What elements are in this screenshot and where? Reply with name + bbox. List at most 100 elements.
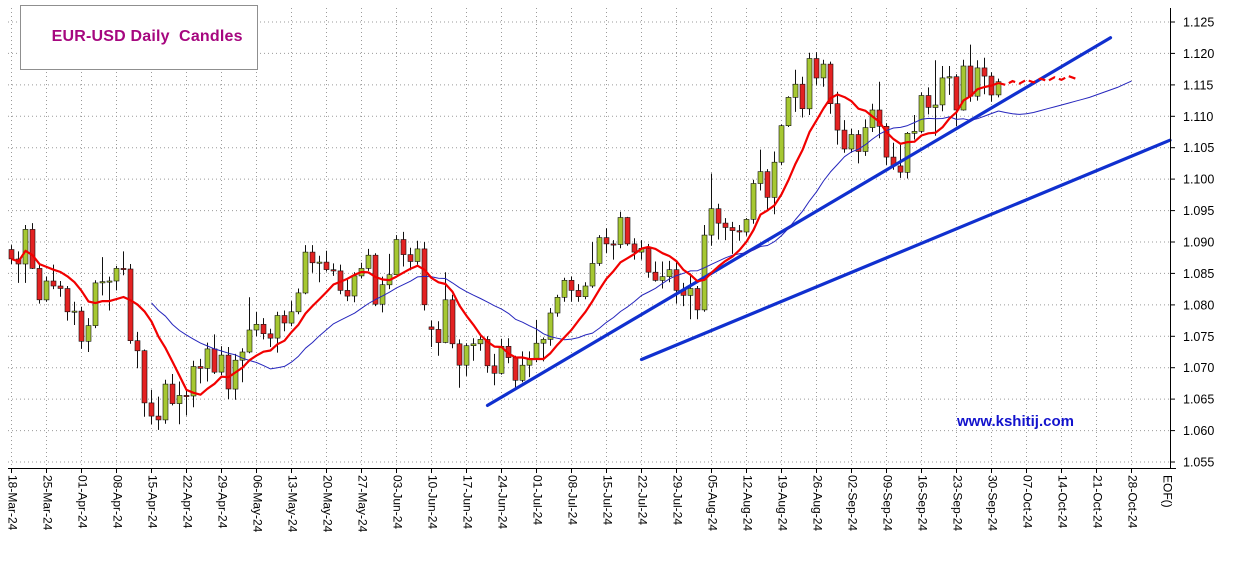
candle bbox=[561, 277, 568, 302]
candle bbox=[925, 87, 932, 115]
candle bbox=[225, 347, 232, 400]
svg-text:1.055: 1.055 bbox=[1183, 456, 1214, 470]
svg-text:23-Sep-24: 23-Sep-24 bbox=[951, 475, 965, 531]
candle bbox=[757, 149, 764, 191]
svg-text:1.110: 1.110 bbox=[1183, 110, 1213, 124]
candle bbox=[337, 264, 344, 295]
svg-text:06-May-24: 06-May-24 bbox=[251, 475, 265, 533]
candle bbox=[582, 282, 589, 300]
candle bbox=[162, 379, 169, 424]
candle bbox=[939, 66, 946, 112]
candle bbox=[799, 76, 806, 118]
candle bbox=[470, 338, 477, 361]
candle bbox=[785, 96, 792, 127]
candle bbox=[533, 319, 540, 363]
candle bbox=[778, 124, 785, 166]
candle bbox=[911, 115, 918, 140]
svg-text:02-Sep-24: 02-Sep-24 bbox=[846, 475, 860, 531]
svg-text:20-May-24: 20-May-24 bbox=[321, 475, 335, 533]
candle bbox=[953, 74, 960, 127]
candle bbox=[463, 343, 470, 376]
candle bbox=[722, 218, 729, 241]
svg-text:01-Apr-24: 01-Apr-24 bbox=[76, 475, 90, 529]
candle bbox=[554, 294, 561, 317]
candle bbox=[827, 61, 834, 114]
candle bbox=[946, 66, 953, 95]
candle bbox=[29, 223, 36, 269]
trendline-2 bbox=[639, 138, 1172, 362]
svg-text:12-Aug-24: 12-Aug-24 bbox=[741, 475, 755, 531]
candle bbox=[148, 389, 155, 425]
candle bbox=[330, 263, 337, 276]
axes bbox=[8, 8, 1176, 473]
candle bbox=[92, 280, 99, 329]
candle bbox=[596, 235, 603, 266]
candle bbox=[127, 264, 134, 344]
candle bbox=[918, 92, 925, 134]
svg-text:27-May-24: 27-May-24 bbox=[356, 475, 370, 533]
candle bbox=[701, 225, 708, 312]
svg-text:1.060: 1.060 bbox=[1183, 424, 1214, 438]
watermark-text: www.kshitij.com bbox=[957, 413, 1074, 430]
candle bbox=[764, 169, 771, 211]
candle bbox=[617, 211, 624, 249]
x-axis-labels: 18-Mar-24 25-Mar-24 01-Apr-24 08-Apr-24 15-A… bbox=[6, 475, 1140, 533]
candle bbox=[491, 353, 498, 386]
candle bbox=[246, 297, 253, 354]
svg-text:1.105: 1.105 bbox=[1183, 141, 1214, 155]
candle bbox=[428, 320, 435, 347]
candle bbox=[267, 328, 274, 347]
candle bbox=[15, 251, 22, 283]
candle bbox=[85, 318, 92, 352]
svg-text:19-Aug-24: 19-Aug-24 bbox=[776, 475, 790, 531]
candle bbox=[708, 173, 715, 246]
candle bbox=[358, 262, 365, 279]
candle bbox=[190, 360, 197, 408]
candle bbox=[624, 216, 631, 246]
svg-text:14-Oct-24: 14-Oct-24 bbox=[1056, 475, 1070, 529]
candle bbox=[715, 203, 722, 240]
candle bbox=[204, 342, 211, 382]
candle bbox=[36, 264, 43, 304]
candle bbox=[106, 276, 113, 311]
candle bbox=[932, 60, 939, 136]
candle bbox=[183, 388, 190, 416]
svg-text:22-Jul-24: 22-Jul-24 bbox=[636, 475, 650, 525]
candle bbox=[78, 306, 85, 349]
candle bbox=[631, 238, 638, 260]
candle bbox=[995, 78, 1002, 98]
candle bbox=[848, 128, 855, 153]
svg-text:05-Aug-24: 05-Aug-24 bbox=[706, 475, 720, 531]
candle bbox=[386, 253, 393, 290]
candle bbox=[575, 284, 582, 302]
candle bbox=[99, 257, 106, 296]
candle bbox=[750, 179, 757, 224]
candle bbox=[687, 273, 694, 320]
candle bbox=[540, 337, 547, 362]
candle bbox=[253, 311, 260, 337]
candle bbox=[43, 276, 50, 302]
candle bbox=[211, 334, 218, 374]
grid bbox=[8, 8, 1170, 468]
candle bbox=[981, 57, 988, 95]
svg-text:29-Jul-24: 29-Jul-24 bbox=[671, 475, 685, 525]
svg-text:16-Sep-24: 16-Sep-24 bbox=[916, 475, 930, 531]
candle bbox=[526, 351, 533, 378]
candle bbox=[407, 247, 414, 271]
candle bbox=[239, 348, 246, 383]
chart-title: EUR-USD Daily Candles bbox=[51, 28, 243, 45]
candle bbox=[288, 301, 295, 327]
candle bbox=[134, 331, 141, 369]
candle bbox=[673, 260, 680, 304]
candle bbox=[155, 396, 162, 430]
svg-text:21-Oct-24: 21-Oct-24 bbox=[1091, 475, 1105, 529]
candle bbox=[120, 251, 127, 276]
candle bbox=[603, 228, 610, 254]
svg-text:15-Apr-24: 15-Apr-24 bbox=[146, 475, 160, 529]
candle bbox=[435, 321, 442, 356]
candle bbox=[274, 311, 281, 353]
candle bbox=[680, 282, 687, 307]
candle bbox=[729, 221, 736, 254]
svg-text:1.095: 1.095 bbox=[1183, 204, 1214, 218]
candles-layer bbox=[8, 44, 1002, 430]
